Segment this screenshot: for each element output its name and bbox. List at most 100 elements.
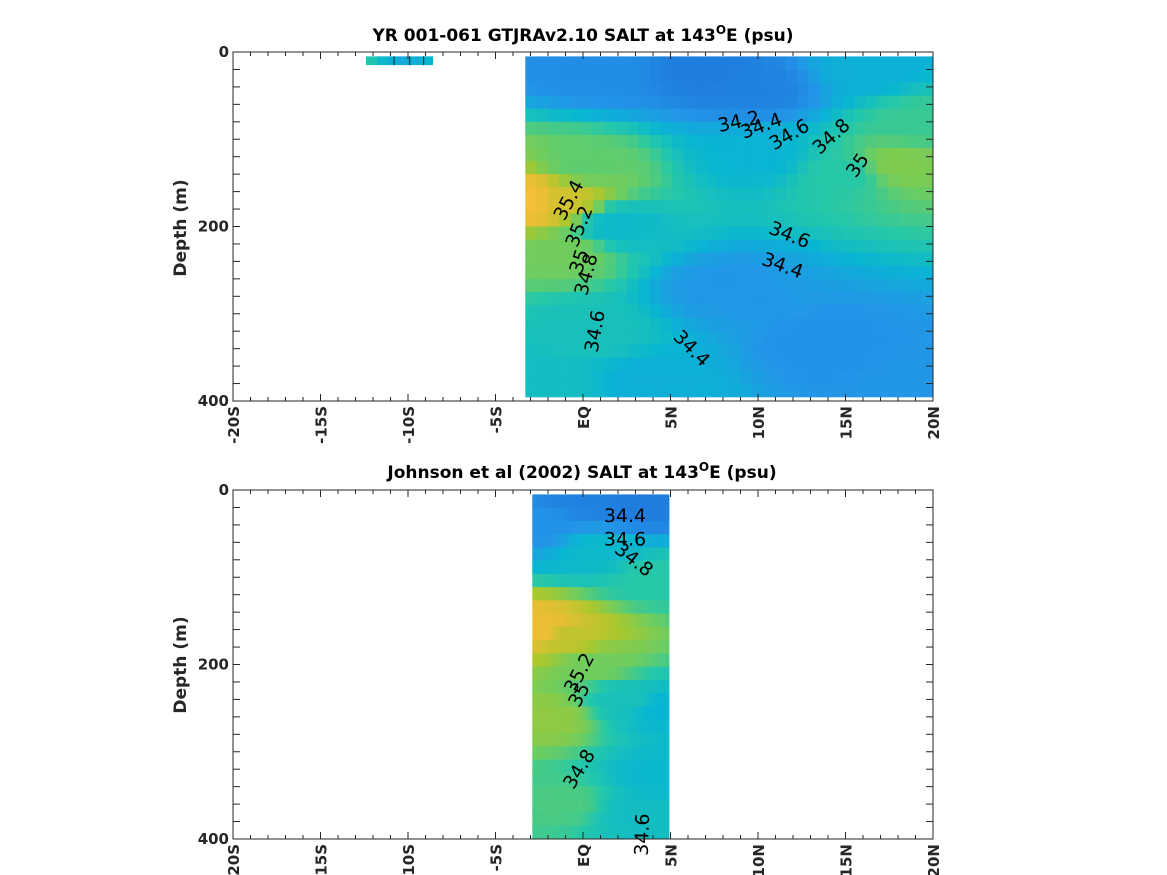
heat-cell: [558, 534, 564, 548]
heat-cell: [683, 174, 696, 188]
heat-cell: [581, 95, 594, 110]
heat-cell: [551, 507, 556, 522]
heat-cell: [653, 746, 658, 761]
heat-cell: [604, 587, 609, 601]
heat-cell: [615, 587, 621, 601]
heat-cell: [559, 174, 572, 188]
heat-cell: [740, 318, 753, 332]
heat-cell: [525, 200, 538, 214]
heat-cell: [653, 786, 658, 800]
heat-cell: [661, 134, 674, 149]
heat-cell: [532, 534, 537, 548]
heat-cell: [558, 706, 564, 721]
heat-cell: [642, 825, 647, 839]
heat-cell: [589, 626, 594, 641]
heat-cell: [653, 653, 658, 668]
heat-cell: [559, 318, 572, 332]
heat-cell: [566, 640, 571, 655]
heat-cell: [623, 746, 628, 761]
heat-cell: [665, 494, 670, 509]
heat-cell: [751, 95, 764, 110]
heat-cell: [574, 772, 579, 787]
heat-cell: [717, 305, 730, 319]
heat-cell: [570, 200, 583, 214]
heat-cell: [623, 560, 628, 575]
heat-cell: [619, 825, 624, 839]
heat-cell: [536, 82, 549, 97]
x-tick-label: -10S: [400, 844, 418, 875]
heat-cell: [555, 666, 560, 681]
heat-cell: [600, 626, 605, 641]
heat-cell: [695, 187, 707, 201]
heat-cell: [638, 305, 651, 319]
heat-cell: [566, 693, 571, 708]
heat-cell: [899, 344, 911, 358]
heat-cell: [634, 812, 639, 827]
heat-cell: [536, 305, 549, 319]
heat-cell: [555, 786, 560, 800]
heat-cell: [634, 693, 639, 708]
heat-cell: [619, 693, 624, 708]
heat-cell: [547, 56, 560, 71]
heat-cell: [539, 733, 545, 747]
heat-cell: [797, 383, 809, 398]
heat-cell: [630, 494, 636, 509]
heat-cell: [592, 653, 598, 668]
heat-cell: [797, 213, 809, 228]
heat-cell: [600, 679, 605, 694]
heat-cell: [604, 653, 609, 668]
heat-cell: [797, 226, 809, 241]
heat-cell: [547, 812, 552, 827]
heat-cell: [589, 600, 594, 615]
heat-cell: [593, 174, 606, 188]
heat-cell: [819, 239, 832, 254]
heat-cell: [808, 291, 821, 306]
heat-cell: [910, 161, 923, 175]
heat-cell: [921, 161, 933, 175]
heat-cell: [657, 719, 662, 734]
heat-cell: [566, 733, 571, 747]
heat-cell: [577, 679, 583, 694]
heat-cell: [646, 666, 651, 681]
heat-cell: [551, 706, 556, 721]
heat-cell: [611, 706, 617, 721]
heat-cell: [842, 121, 855, 136]
heat-cell: [570, 291, 583, 306]
heat-cell: [649, 69, 662, 84]
heat-cell: [785, 213, 798, 228]
heat-cell: [608, 600, 613, 615]
heat-cell: [627, 108, 640, 123]
heat-cell: [562, 719, 567, 734]
heat-cell: [657, 573, 662, 588]
heat-cell: [570, 56, 583, 71]
heat-cell: [596, 600, 602, 615]
heat-cell: [593, 291, 606, 306]
heat-cell: [642, 812, 647, 827]
heat-cell: [555, 706, 560, 721]
heat-cell: [543, 640, 548, 655]
heat-cell: [717, 383, 730, 398]
heat-cell: [574, 679, 579, 694]
heat-cell: [596, 825, 602, 839]
heat-cell: [819, 95, 832, 110]
heat-cell: [536, 759, 541, 774]
heat-cell: [853, 252, 866, 267]
heat-cell: [751, 108, 764, 123]
heat-cell: [366, 56, 378, 66]
heat-cell: [665, 666, 670, 681]
heat-cell: [706, 318, 719, 332]
heat-cell: [555, 653, 560, 668]
heat-cell: [876, 291, 889, 306]
heat-cell: [559, 187, 572, 201]
heat-cell: [570, 108, 583, 123]
heat-cell: [638, 825, 643, 839]
heat-cell: [876, 95, 889, 110]
heat-cell: [774, 121, 787, 136]
heat-cell: [577, 719, 583, 734]
heat-cell: [785, 278, 798, 293]
heat-cell: [596, 640, 602, 655]
heat-cell: [797, 134, 809, 149]
x-tick-label: 5N: [663, 406, 681, 429]
heat-cell: [910, 252, 923, 267]
